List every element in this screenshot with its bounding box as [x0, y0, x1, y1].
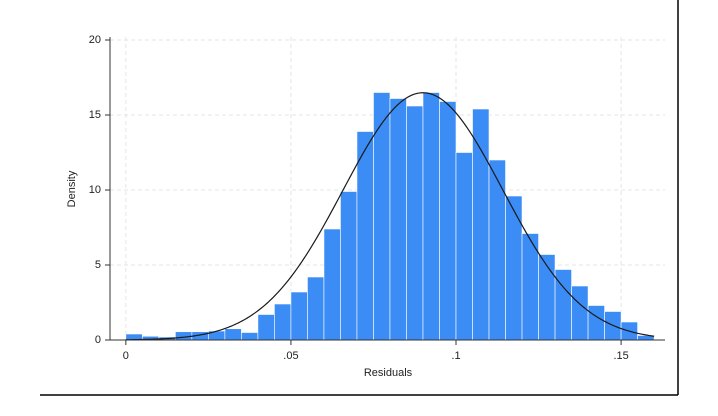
bar — [373, 92, 391, 341]
bar — [323, 228, 341, 341]
bar — [241, 332, 259, 341]
normal-curve — [125, 92, 655, 341]
bar — [340, 191, 358, 341]
y-tick-label: 20 — [89, 34, 101, 46]
y-tick-label: 10 — [89, 184, 101, 196]
bar — [290, 291, 308, 341]
bar — [257, 314, 275, 341]
bar — [274, 303, 292, 341]
bar — [538, 254, 556, 341]
bar — [505, 195, 523, 341]
bar — [175, 331, 193, 341]
y-tick-label: 5 — [95, 259, 101, 271]
x-axis-title: Residuals — [364, 367, 413, 379]
y-tick-label: 0 — [95, 334, 101, 346]
x-tick-label: 0 — [123, 350, 129, 362]
bar — [455, 152, 473, 341]
bar — [472, 108, 490, 341]
bar — [406, 105, 424, 341]
bar — [439, 101, 457, 341]
grid — [110, 37, 665, 340]
x-tick-label: .15 — [613, 350, 628, 362]
x-tick-label: .1 — [451, 350, 460, 362]
bar — [422, 92, 440, 341]
bar — [587, 305, 605, 341]
bar — [389, 98, 407, 341]
bar — [224, 328, 242, 341]
y-axis-title: Density — [66, 170, 78, 207]
x-tick-label: .05 — [283, 350, 298, 362]
bar — [488, 159, 506, 341]
y-tick-label: 15 — [89, 109, 101, 121]
bar — [307, 276, 325, 341]
bar — [356, 131, 374, 341]
bar — [571, 285, 589, 341]
